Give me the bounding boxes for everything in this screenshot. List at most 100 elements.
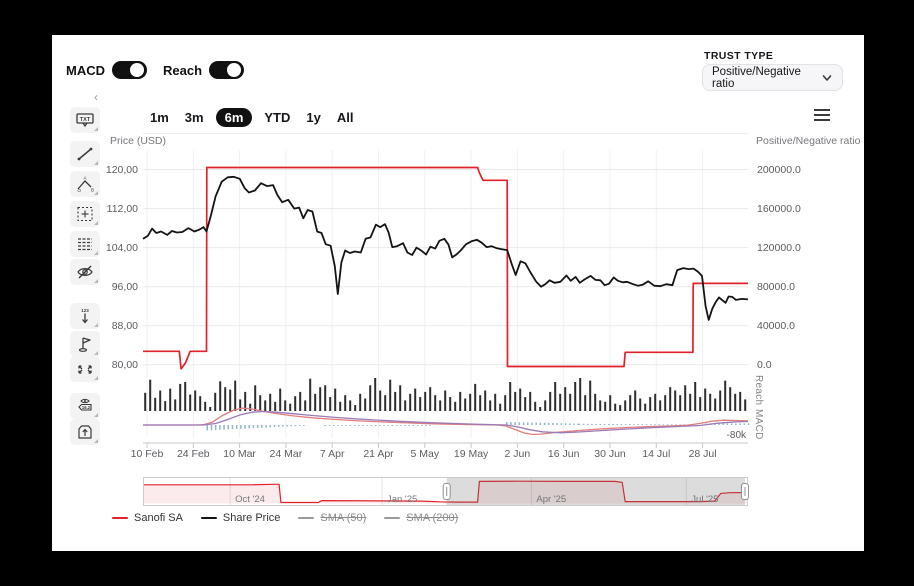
trend-line-tool-button[interactable] <box>70 141 100 167</box>
reach-bar <box>389 379 392 411</box>
range-3m-button[interactable]: 3m <box>184 110 204 125</box>
reach-bar <box>284 400 287 411</box>
navigator-selected-range[interactable] <box>446 477 745 506</box>
reach-toggle-switch[interactable] <box>209 61 245 79</box>
reach-bar <box>259 395 262 411</box>
reach-bar <box>164 401 167 411</box>
macd-floor-label: -80k <box>727 430 747 441</box>
macd-toggle-group: MACD <box>66 61 147 79</box>
reach-bar <box>354 405 357 411</box>
reach-bar <box>684 385 687 411</box>
reach-bar <box>699 397 702 411</box>
reach-bar <box>599 400 602 411</box>
parallel-lines-tool-button[interactable] <box>70 231 100 257</box>
reach-bar <box>304 400 307 411</box>
legend-label: SMA (200) <box>406 512 459 524</box>
reach-bar <box>679 395 682 411</box>
y-right-tick-label: 120000.0 <box>757 241 801 254</box>
svg-text:O: O <box>78 188 82 193</box>
navigator-axis-label: Jul '25 <box>691 494 718 505</box>
reach-bar <box>744 399 747 411</box>
reach-bar <box>244 391 247 411</box>
reach-bar <box>359 393 362 411</box>
reach-bar <box>484 390 487 411</box>
reach-bar <box>179 383 182 411</box>
chart-menu-button[interactable] <box>814 109 830 121</box>
elliott-wave-tool-button[interactable]: A O B <box>70 171 100 197</box>
range-navigator[interactable]: Oct '24 Jan '25 Apr '25 Jul '25 <box>143 477 749 506</box>
reach-bar <box>289 403 292 411</box>
range-1y-button[interactable]: 1y <box>306 110 321 125</box>
legend-dash-icon <box>384 517 401 519</box>
flag-icon <box>78 337 91 352</box>
fullscreen-tool-button[interactable] <box>70 356 100 382</box>
y-left-tick-label: 104,00 <box>105 241 138 254</box>
reach-bar <box>264 400 267 411</box>
text-annotation-icon: TXT <box>76 113 94 128</box>
legend-item-sma-200-[interactable]: SMA (200) <box>384 512 458 524</box>
reach-bar <box>204 401 207 411</box>
price-chart-plot-area[interactable]: 10 Feb 24 Feb 10 Mar 24 Mar 7 Apr 21 Apr 5 May… <box>131 150 750 462</box>
macd-toggle-switch[interactable] <box>112 61 147 79</box>
flag-marker-tool-button[interactable] <box>70 331 100 357</box>
reach-bar <box>349 400 352 411</box>
legend-item-share-price[interactable]: Share Price <box>200 512 280 524</box>
reach-bar <box>639 398 642 411</box>
macd-toggle-label: MACD <box>66 62 105 78</box>
range-ytd-button[interactable]: YTD <box>264 110 291 125</box>
reach-bar <box>659 400 662 411</box>
text-annotation-tool-button[interactable]: TXT <box>70 107 100 133</box>
reach-bar <box>424 391 427 411</box>
measure-select-tool-button[interactable] <box>70 201 100 227</box>
reach-bar <box>564 387 567 411</box>
reach-bar <box>364 398 367 411</box>
eye-off-icon <box>77 265 93 279</box>
reach-bar <box>294 396 297 411</box>
reach-bar <box>379 390 382 411</box>
x-axis-tick-label: 5 May <box>411 448 440 460</box>
range-6m-button[interactable]: 6m <box>215 108 253 127</box>
y-right-tick-label: 0.0 <box>757 359 772 371</box>
reach-bar <box>159 390 162 411</box>
reach-bar <box>674 390 677 411</box>
hide-drawings-tool-button[interactable] <box>70 259 100 285</box>
reach-toggle-label: Reach <box>163 62 203 78</box>
reach-bar <box>534 401 537 411</box>
range-all-button[interactable]: All <box>336 110 354 125</box>
x-axis-tick-label: 24 Feb <box>177 448 210 460</box>
reach-bar <box>449 397 452 411</box>
reach-bar <box>479 395 482 411</box>
price-label-visibility-tool-button[interactable]: 16.2 <box>70 393 100 419</box>
toggle-knob <box>130 63 144 77</box>
trust-type-select[interactable]: Positive/Negative ratio <box>702 64 843 91</box>
reach-bar <box>559 393 562 411</box>
legend-dash-icon <box>200 517 217 519</box>
x-axis-tick-label: 2 Jun <box>505 448 531 460</box>
legend-item-sma-50-[interactable]: SMA (50) <box>298 512 366 524</box>
x-axis-tick-label: 7 Apr <box>320 448 345 460</box>
vertical-counter-tool-button[interactable]: 123 <box>70 303 100 329</box>
export-tool-button[interactable] <box>70 419 100 445</box>
legend-item-sanofi-sa[interactable]: Sanofi SA <box>112 512 183 524</box>
reach-bar <box>174 399 177 411</box>
reach-bar <box>724 380 727 411</box>
range-1m-button[interactable]: 1m <box>150 110 169 125</box>
reach-bar <box>434 395 437 411</box>
reach-bar <box>509 382 512 411</box>
y-right-tick-label: 160000.0 <box>757 202 801 215</box>
collapse-toolbar-button[interactable]: ‹ <box>94 90 98 104</box>
reach-bar <box>734 393 737 411</box>
trust-type-label: TRUST TYPE <box>704 50 774 62</box>
reach-bar <box>464 398 467 411</box>
x-axis-tick-label: 28 Jul <box>689 448 717 460</box>
numbered-arrow-icon: 123 <box>81 308 89 324</box>
reach-bar <box>709 393 712 411</box>
trust-type-value: Positive/Negative ratio <box>712 65 801 90</box>
legend-label: SMA (50) <box>320 512 367 524</box>
reach-bar <box>339 401 342 411</box>
reach-bar <box>514 391 517 411</box>
reach-bar <box>439 400 442 411</box>
chart-legend: Sanofi SA Share Price SMA (50) SMA (200) <box>112 512 458 524</box>
reach-bar <box>269 393 272 411</box>
